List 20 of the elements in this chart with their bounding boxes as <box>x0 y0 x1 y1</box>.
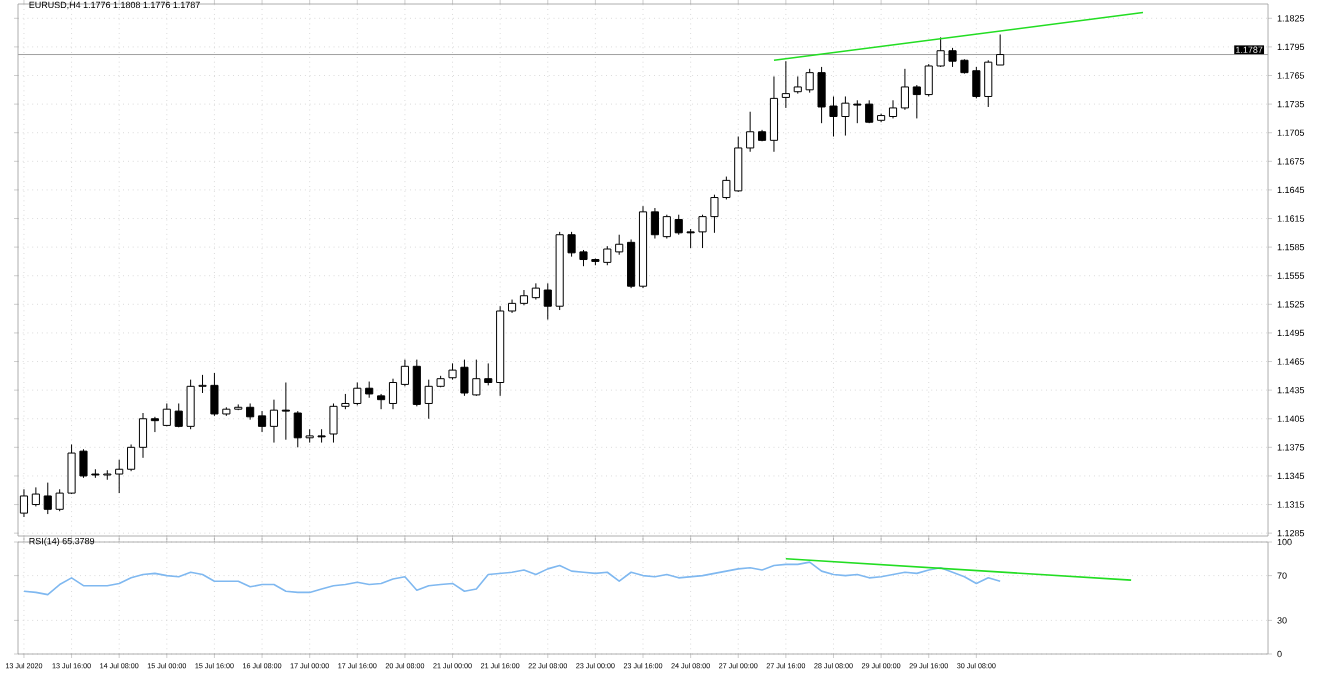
candlestick <box>19 488 29 518</box>
candlestick <box>746 111 755 153</box>
candlestick <box>650 207 659 240</box>
candlestick <box>400 359 409 387</box>
candlestick <box>377 393 386 410</box>
candlestick <box>888 99 898 119</box>
candlestick <box>900 68 909 111</box>
candlestick <box>996 34 1005 66</box>
candlestick <box>627 238 636 289</box>
candlestick <box>31 486 40 507</box>
candlestick <box>769 75 779 153</box>
candlestick <box>138 412 148 459</box>
candlestick <box>269 399 279 444</box>
candlestick <box>150 416 159 433</box>
candlestick <box>127 443 136 472</box>
candlestick <box>257 410 267 433</box>
candlestick <box>281 382 290 441</box>
candlestick <box>388 378 398 410</box>
candlestick <box>912 84 921 119</box>
candlestick <box>781 60 790 109</box>
